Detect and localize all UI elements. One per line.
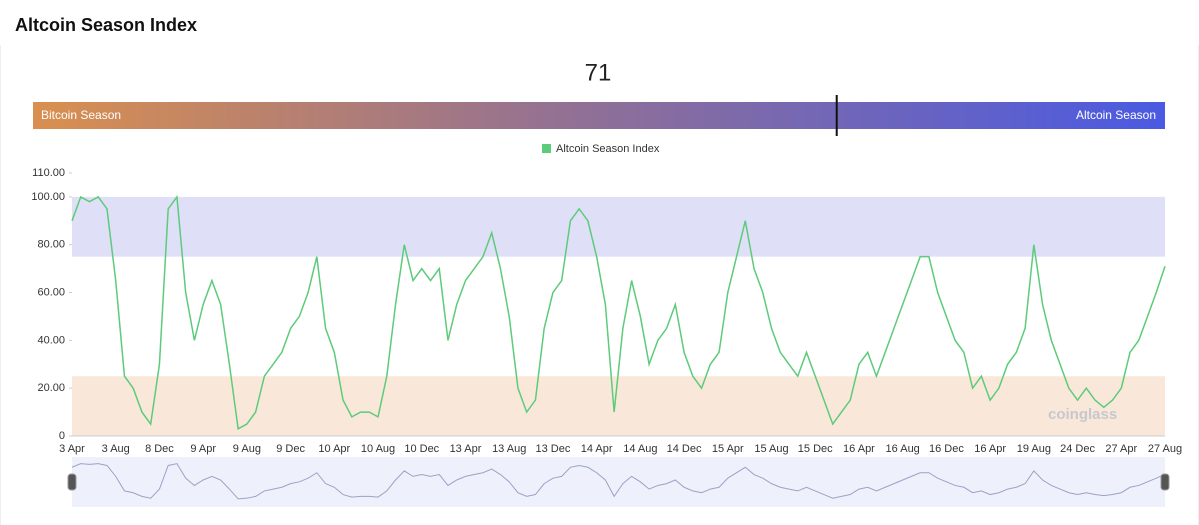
y-tick-label: 100.00 [31,191,65,203]
x-tick-label: 16 Apr [843,443,875,455]
x-tick-label: 16 Apr [974,443,1006,455]
x-tick-label: 13 Dec [535,443,570,455]
x-tick-label: 10 Apr [318,443,350,455]
watermark: coinglass [1048,406,1117,423]
y-tick-label: 110.00 [32,167,65,179]
x-tick-label: 16 Aug [886,443,920,455]
gauge-right-label: Altcoin Season [1076,108,1156,122]
y-tick-label: 40.00 [37,334,65,346]
x-tick-label: 14 Apr [581,443,613,455]
x-tick-label: 8 Dec [145,443,174,455]
gauge-bar [33,102,1165,129]
x-tick-label: 10 Aug [361,443,395,455]
navigator-line [71,463,1166,500]
x-tick-label: 9 Dec [276,443,305,455]
navigator[interactable] [72,457,1165,507]
navigator-handle[interactable] [67,473,77,491]
y-tick-label: 60.00 [37,286,65,298]
legend-label: Altcoin Season Index [556,143,660,155]
x-tick-label: 10 Dec [404,443,439,455]
x-tick-label: 13 Apr [450,443,482,455]
page-title: Altcoin Season Index [15,15,197,35]
y-tick-label: 0 [59,430,65,442]
y-tick-label: 20.00 [37,382,65,394]
x-tick-label: 15 Apr [712,443,744,455]
x-tick-label: 13 Aug [492,443,526,455]
x-tick-label: 15 Aug [754,443,788,455]
navigator-handle[interactable] [1160,473,1170,491]
x-tick-label: 27 Aug [1148,443,1182,455]
x-tick-label: 14 Aug [623,443,657,455]
series-line [71,194,1166,431]
band [72,376,1165,436]
x-tick-label: 9 Apr [190,443,216,455]
band [72,196,1165,257]
legend-swatch [542,144,551,153]
x-tick-label: 3 Apr [59,443,85,455]
gauge-value: 71 [585,59,612,86]
x-tick-label: 27 Apr [1105,443,1137,455]
x-tick-label: 24 Dec [1060,443,1095,455]
x-tick-label: 9 Aug [233,443,261,455]
y-tick-label: 80.00 [37,239,65,251]
x-tick-label: 3 Aug [102,443,130,455]
x-tick-label: 19 Aug [1017,443,1051,455]
x-tick-label: 15 Dec [798,443,833,455]
x-tick-label: 14 Dec [667,443,702,455]
gauge-left-label: Bitcoin Season [41,108,121,122]
x-tick-label: 16 Dec [929,443,964,455]
